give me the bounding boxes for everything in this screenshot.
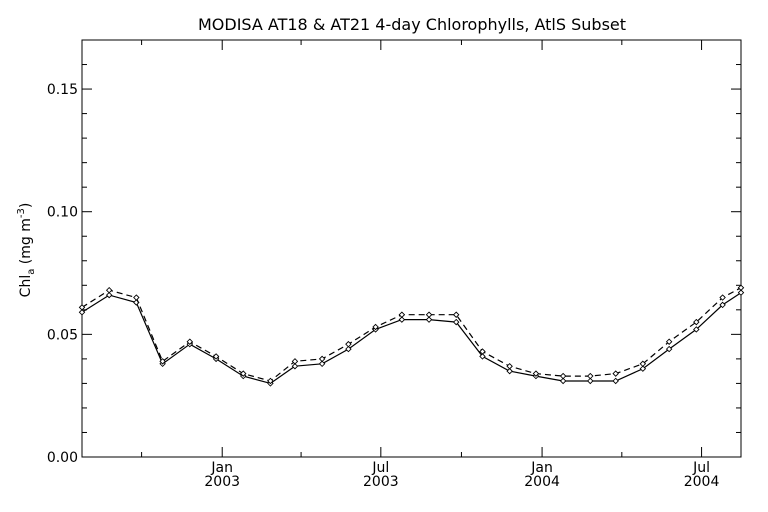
y-tick-label: 0.15 bbox=[47, 82, 78, 98]
series-point-solid bbox=[479, 353, 486, 360]
series-point-solid bbox=[559, 377, 567, 385]
series-point-solid bbox=[693, 326, 700, 333]
series-point-solid bbox=[719, 301, 726, 309]
series-point-dashed bbox=[372, 323, 379, 331]
series-point-solid bbox=[737, 289, 745, 296]
series-point-dashed bbox=[291, 358, 299, 365]
series-point-solid bbox=[291, 363, 299, 370]
series-point-solid bbox=[105, 291, 113, 299]
series-line-dashed bbox=[81, 287, 742, 382]
series-point-dashed bbox=[452, 311, 460, 318]
series-point-solid bbox=[78, 309, 86, 316]
series-point-solid bbox=[318, 360, 326, 368]
series-point-dashed bbox=[479, 348, 486, 355]
series-point-solid bbox=[612, 377, 619, 385]
series-point-solid bbox=[665, 345, 673, 353]
x-tick-label-month: Jul bbox=[692, 460, 710, 476]
y-tick-label: 0.05 bbox=[47, 327, 78, 343]
series-point-dashed bbox=[105, 286, 113, 294]
series-point-solid bbox=[639, 365, 647, 372]
series-point-dashed bbox=[398, 311, 406, 318]
y-axis-label: Chla (mg m-3) bbox=[16, 203, 37, 298]
y-axis: 0.00 0.05 0.10 0.15 bbox=[47, 39, 741, 466]
x-tick-label-year: 2004 bbox=[684, 474, 720, 490]
series-point-dashed bbox=[133, 294, 140, 301]
series-point-solid bbox=[398, 316, 406, 323]
series-point-dashed bbox=[639, 360, 647, 368]
series-point-solid bbox=[425, 316, 433, 323]
series-point-dashed bbox=[318, 355, 326, 363]
series-point-dashed bbox=[612, 370, 619, 377]
y-axis-label-close: ) bbox=[18, 203, 34, 208]
x-tick-label-month: Jan bbox=[210, 460, 233, 476]
series-point-dashed bbox=[212, 353, 220, 360]
series-line-solid bbox=[81, 292, 742, 385]
y-axis-label-sup: -3 bbox=[16, 208, 27, 218]
series-point-solid bbox=[452, 318, 460, 326]
series-point-dashed bbox=[78, 304, 86, 311]
series-layer bbox=[78, 284, 745, 387]
series-point-solid bbox=[587, 377, 594, 385]
x-tick-label-month: Jan bbox=[530, 460, 553, 476]
series-point-solid bbox=[345, 345, 352, 353]
series-point-dashed bbox=[506, 363, 513, 370]
series-point-dashed bbox=[587, 372, 594, 380]
chart-title: MODISA AT18 & AT21 4-day Chlorophylls, A… bbox=[198, 15, 626, 34]
series-point-solid bbox=[506, 367, 513, 375]
series-point-dashed bbox=[159, 358, 166, 365]
series-point-dashed bbox=[665, 338, 673, 345]
plot-frame bbox=[81, 39, 742, 458]
y-axis-label-main: Chl bbox=[18, 275, 34, 298]
x-tick-label-month: Jul bbox=[371, 460, 389, 476]
series-point-dashed bbox=[267, 377, 274, 385]
series-point-dashed bbox=[559, 372, 567, 380]
y-tick-label: 0.10 bbox=[47, 205, 78, 221]
series-point-dashed bbox=[186, 338, 194, 345]
x-tick-label-year: 2004 bbox=[524, 474, 560, 490]
series-point-dashed bbox=[425, 311, 433, 318]
series-point-dashed bbox=[532, 370, 540, 377]
x-tick-label-year: 2003 bbox=[363, 474, 399, 490]
y-axis-label-sub: a bbox=[26, 269, 37, 275]
series-point-dashed bbox=[345, 340, 352, 348]
series-point-dashed bbox=[737, 284, 745, 291]
y-tick-label: 0.00 bbox=[47, 450, 78, 466]
series-point-dashed bbox=[240, 370, 247, 377]
series-point-dashed bbox=[719, 294, 726, 301]
series-point-dashed bbox=[693, 318, 700, 326]
x-tick-label-year: 2003 bbox=[204, 474, 240, 490]
y-axis-label-rest: (mg m bbox=[18, 218, 34, 269]
